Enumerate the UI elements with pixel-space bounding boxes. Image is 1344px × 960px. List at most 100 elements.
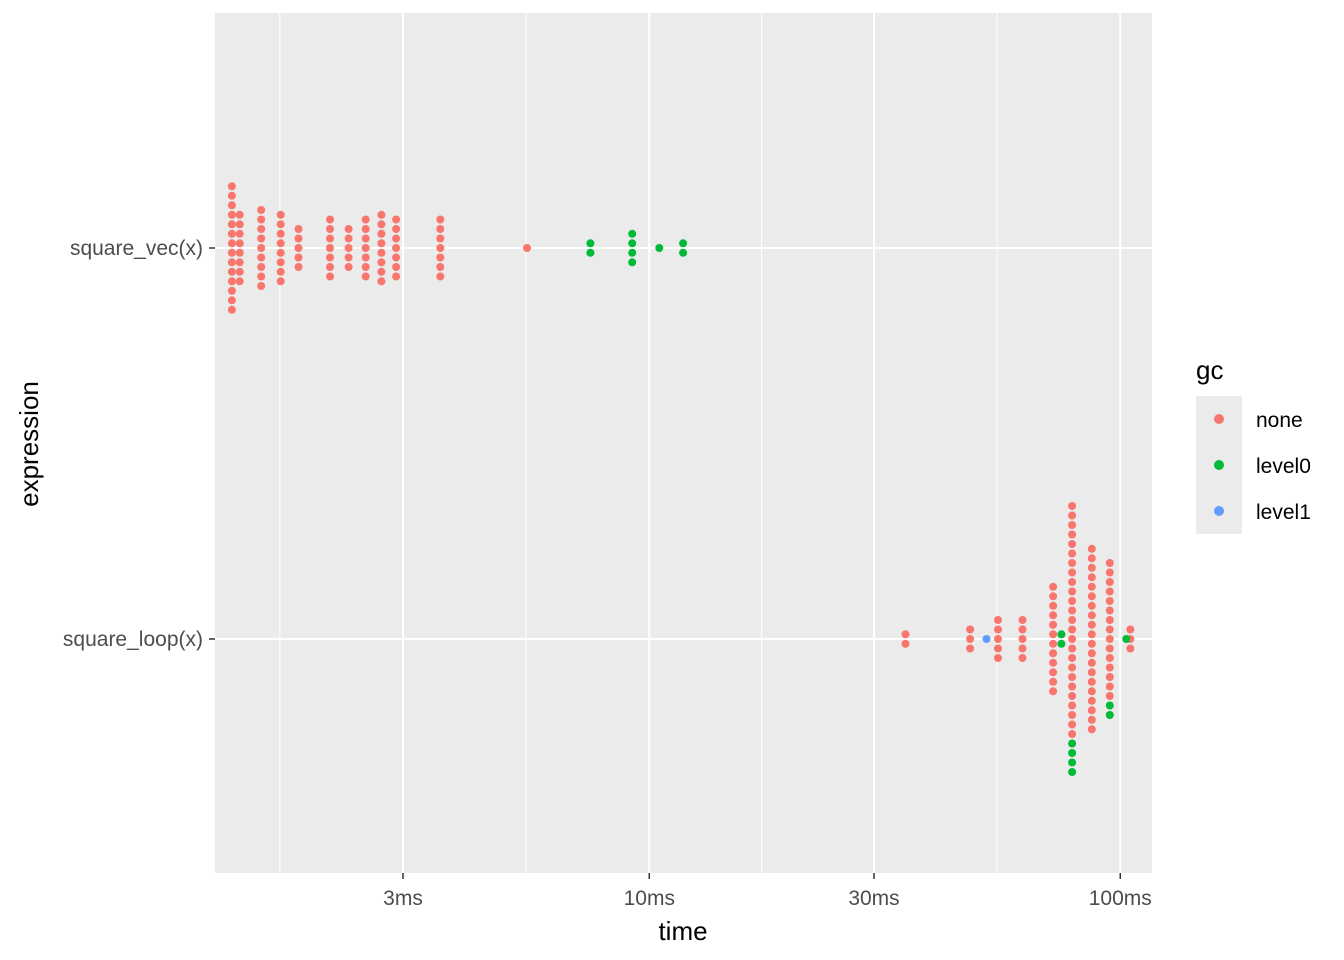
point-none <box>1068 559 1077 567</box>
point-none <box>257 206 266 214</box>
point-none <box>361 263 370 271</box>
point-none <box>392 234 401 243</box>
point-none <box>294 244 303 252</box>
point-none <box>994 625 1002 634</box>
x-tick-label: 10ms <box>624 887 675 910</box>
point-level0 <box>1068 768 1077 776</box>
point-none <box>326 225 334 233</box>
point-none <box>1049 677 1058 686</box>
point-none <box>1068 644 1077 653</box>
minor-gridlines <box>279 13 998 873</box>
point-none <box>1068 711 1077 719</box>
point-none <box>1068 692 1077 700</box>
point-none <box>235 277 244 286</box>
point-level0 <box>1105 711 1114 719</box>
point-none <box>1049 639 1058 648</box>
x-tick-label: 100ms <box>1089 887 1152 910</box>
point-none <box>436 215 445 224</box>
point-none <box>901 639 910 648</box>
point-none <box>257 263 266 271</box>
point-none <box>1087 573 1096 582</box>
point-none <box>377 248 386 257</box>
point-none <box>276 267 285 276</box>
point-none <box>294 234 303 243</box>
point-none <box>1105 682 1114 691</box>
point-none <box>1068 568 1077 577</box>
point-none <box>227 277 236 286</box>
point-level0 <box>679 248 688 257</box>
point-none <box>523 244 531 252</box>
point-none <box>276 258 285 267</box>
point-none <box>326 263 334 271</box>
point-none <box>227 210 236 219</box>
point-none <box>344 253 353 262</box>
point-none <box>1087 715 1096 724</box>
legend-key-none <box>1214 414 1224 424</box>
legend-label: level0 <box>1256 455 1311 478</box>
point-none <box>1049 611 1058 620</box>
legend-label: level1 <box>1256 501 1311 524</box>
point-none <box>994 616 1002 624</box>
point-level0 <box>1068 739 1077 748</box>
point-none <box>326 234 334 243</box>
point-none <box>1087 582 1096 591</box>
point-none <box>326 215 334 224</box>
point-none <box>227 239 236 248</box>
point-level0 <box>1057 630 1066 639</box>
point-none <box>227 296 236 305</box>
point-none <box>1105 673 1114 681</box>
point-none <box>257 272 266 281</box>
point-none <box>436 225 445 233</box>
point-none <box>1105 644 1114 653</box>
point-none <box>1087 611 1096 620</box>
point-none <box>1018 654 1027 662</box>
point-none <box>392 215 401 224</box>
point-none <box>1087 649 1096 658</box>
point-none <box>227 182 236 191</box>
point-none <box>1126 625 1135 634</box>
point-none <box>1018 625 1027 634</box>
point-none <box>1087 687 1096 696</box>
point-none <box>377 258 386 267</box>
point-none <box>1068 720 1077 729</box>
point-level0 <box>586 248 595 257</box>
point-none <box>1049 592 1058 601</box>
point-none <box>966 625 975 634</box>
point-none <box>276 229 285 238</box>
point-level0 <box>1068 749 1077 757</box>
point-none <box>326 272 334 281</box>
point-none <box>966 635 975 643</box>
point-none <box>392 225 401 233</box>
point-none <box>1068 606 1077 615</box>
y-axis: square_vec(x) square_loop(x) <box>63 237 215 651</box>
point-none <box>257 282 266 290</box>
point-none <box>1105 568 1114 577</box>
point-none <box>276 248 285 257</box>
point-none <box>1087 725 1096 734</box>
point-none <box>1105 654 1114 662</box>
x-axis-title: time <box>658 916 707 946</box>
point-none <box>392 272 401 281</box>
point-none <box>227 201 236 210</box>
point-none <box>377 220 386 229</box>
point-none <box>235 210 244 219</box>
point-level0 <box>628 239 637 248</box>
legend-title: gc <box>1196 355 1223 385</box>
point-none <box>361 272 370 281</box>
point-none <box>1068 682 1077 691</box>
point-none <box>994 654 1002 662</box>
point-none <box>227 220 236 229</box>
point-none <box>1049 668 1058 677</box>
point-none <box>257 253 266 262</box>
point-none <box>377 239 386 248</box>
point-none <box>235 229 244 238</box>
plot-panel <box>215 13 1152 873</box>
point-none <box>235 267 244 276</box>
point-none <box>994 635 1002 643</box>
point-none <box>227 248 236 257</box>
point-none <box>901 630 910 639</box>
point-none <box>1105 559 1114 567</box>
point-none <box>1068 625 1077 634</box>
point-level0 <box>679 239 688 248</box>
